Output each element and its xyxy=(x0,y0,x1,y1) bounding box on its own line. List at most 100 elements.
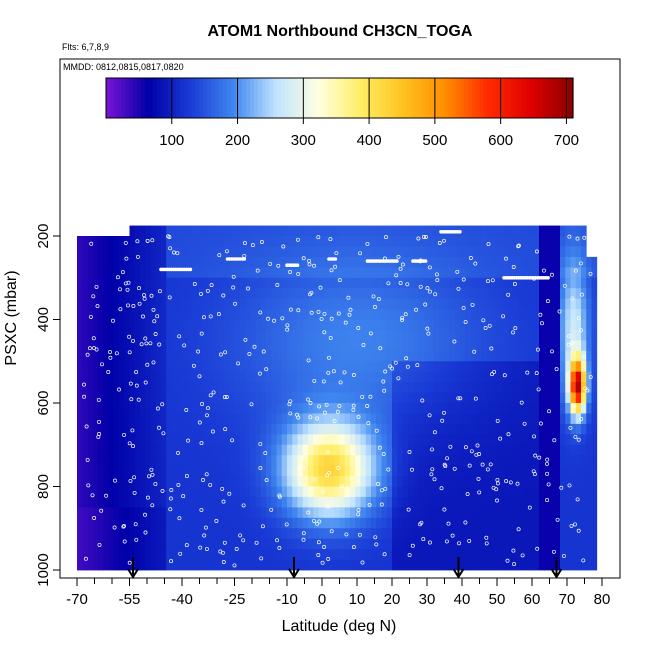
heatmap-cell xyxy=(455,496,461,508)
heatmap-cell xyxy=(150,298,157,310)
sample-marker xyxy=(400,317,405,322)
heatmap-cell xyxy=(145,549,151,560)
heatmap-cell xyxy=(502,309,508,320)
heatmap-cell xyxy=(155,392,162,404)
heatmap-cell xyxy=(465,371,472,383)
heatmap-cell xyxy=(418,382,424,393)
heatmap-cell xyxy=(129,538,136,550)
heatmap-cell xyxy=(518,298,524,310)
sample-marker xyxy=(142,293,147,298)
heatmap-cell xyxy=(444,403,451,414)
heatmap-cell xyxy=(439,423,445,435)
heatmap-cell xyxy=(565,549,571,560)
sample-marker xyxy=(149,467,154,472)
heatmap-cell xyxy=(281,465,288,477)
heatmap-cell xyxy=(250,413,256,425)
heatmap-cell xyxy=(297,549,304,560)
heatmap-cell xyxy=(581,486,587,498)
heatmap-cell xyxy=(549,246,556,258)
heatmap-cell xyxy=(549,225,556,237)
heatmap-cell xyxy=(77,455,83,467)
heatmap-cell xyxy=(523,538,529,550)
heatmap-cell xyxy=(413,361,419,373)
heatmap-cell xyxy=(365,382,372,393)
heatmap-cell xyxy=(470,371,477,383)
heatmap-cell xyxy=(407,225,414,237)
heatmap-cell xyxy=(554,371,561,383)
sample-marker xyxy=(157,425,161,430)
heatmap-cell xyxy=(134,329,141,341)
heatmap-cell xyxy=(518,267,524,279)
heatmap-cell xyxy=(287,350,293,362)
sample-marker xyxy=(351,545,356,550)
heatmap-cell xyxy=(260,298,267,310)
heatmap-cell xyxy=(565,496,571,508)
sample-marker xyxy=(475,443,480,448)
heatmap-cell xyxy=(208,423,214,435)
heatmap-cell xyxy=(481,413,487,425)
heatmap-cell xyxy=(182,476,188,487)
heatmap-cell xyxy=(455,350,461,362)
heatmap-cell xyxy=(82,256,88,268)
heatmap-cell xyxy=(145,329,151,341)
heatmap-cell xyxy=(581,225,587,237)
heatmap-cell xyxy=(386,559,393,571)
heatmap-cell xyxy=(166,236,172,247)
heatmap-cell xyxy=(140,309,146,320)
heatmap-cell xyxy=(434,392,440,404)
heatmap-cell xyxy=(192,507,199,519)
heatmap-cell xyxy=(365,309,372,320)
heatmap-cell xyxy=(166,444,172,456)
heatmap-cell xyxy=(539,329,545,341)
sample-marker xyxy=(169,559,174,564)
heatmap-cell xyxy=(402,350,409,362)
heatmap-cell xyxy=(218,340,225,352)
heatmap-cell xyxy=(539,559,545,571)
heatmap-cell xyxy=(302,309,309,320)
heatmap-cell xyxy=(292,559,298,571)
heatmap-cell xyxy=(491,496,498,508)
heatmap-cell xyxy=(512,486,519,498)
heatmap-cell xyxy=(402,528,409,540)
sample-marker xyxy=(284,522,289,527)
heatmap-cell xyxy=(428,309,435,320)
heatmap-cell xyxy=(581,496,587,508)
heatmap-cell xyxy=(413,236,419,247)
sample-marker xyxy=(421,537,426,542)
heatmap-cell xyxy=(308,444,314,456)
heatmap-cell xyxy=(92,549,99,560)
heatmap-cell xyxy=(402,486,409,498)
heatmap-cell xyxy=(486,444,493,456)
heatmap-cell xyxy=(528,444,535,456)
heatmap-cell xyxy=(570,329,577,341)
heatmap-cell xyxy=(329,403,335,414)
heatmap-cell xyxy=(329,371,335,383)
heatmap-cell xyxy=(245,455,251,467)
heatmap-cell xyxy=(476,298,482,310)
heatmap-cell xyxy=(140,361,146,373)
heatmap-cell xyxy=(260,517,267,529)
heatmap-cell xyxy=(449,236,456,247)
heatmap-cell xyxy=(302,549,309,560)
heatmap-cell xyxy=(491,225,498,237)
heatmap-cell xyxy=(271,236,277,247)
heatmap-cell xyxy=(129,288,136,300)
heatmap-cell xyxy=(528,329,535,341)
heatmap-cell xyxy=(87,538,94,550)
heatmap-cell xyxy=(512,225,519,237)
heatmap-cell xyxy=(544,434,550,446)
heatmap-cell xyxy=(150,496,157,508)
sample-marker xyxy=(396,376,401,381)
heatmap-cell xyxy=(423,496,430,508)
heatmap-cell xyxy=(313,246,319,258)
heatmap-cell xyxy=(365,236,372,247)
heatmap-cell xyxy=(145,517,151,529)
heatmap-cell xyxy=(392,403,398,414)
heatmap-cell xyxy=(271,455,277,467)
heatmap-cell xyxy=(413,528,419,540)
heatmap-cell xyxy=(98,371,104,383)
heatmap-cell xyxy=(182,559,188,571)
heatmap-cell xyxy=(523,423,529,435)
sample-marker xyxy=(84,424,89,429)
colorbar-segment xyxy=(393,78,399,118)
